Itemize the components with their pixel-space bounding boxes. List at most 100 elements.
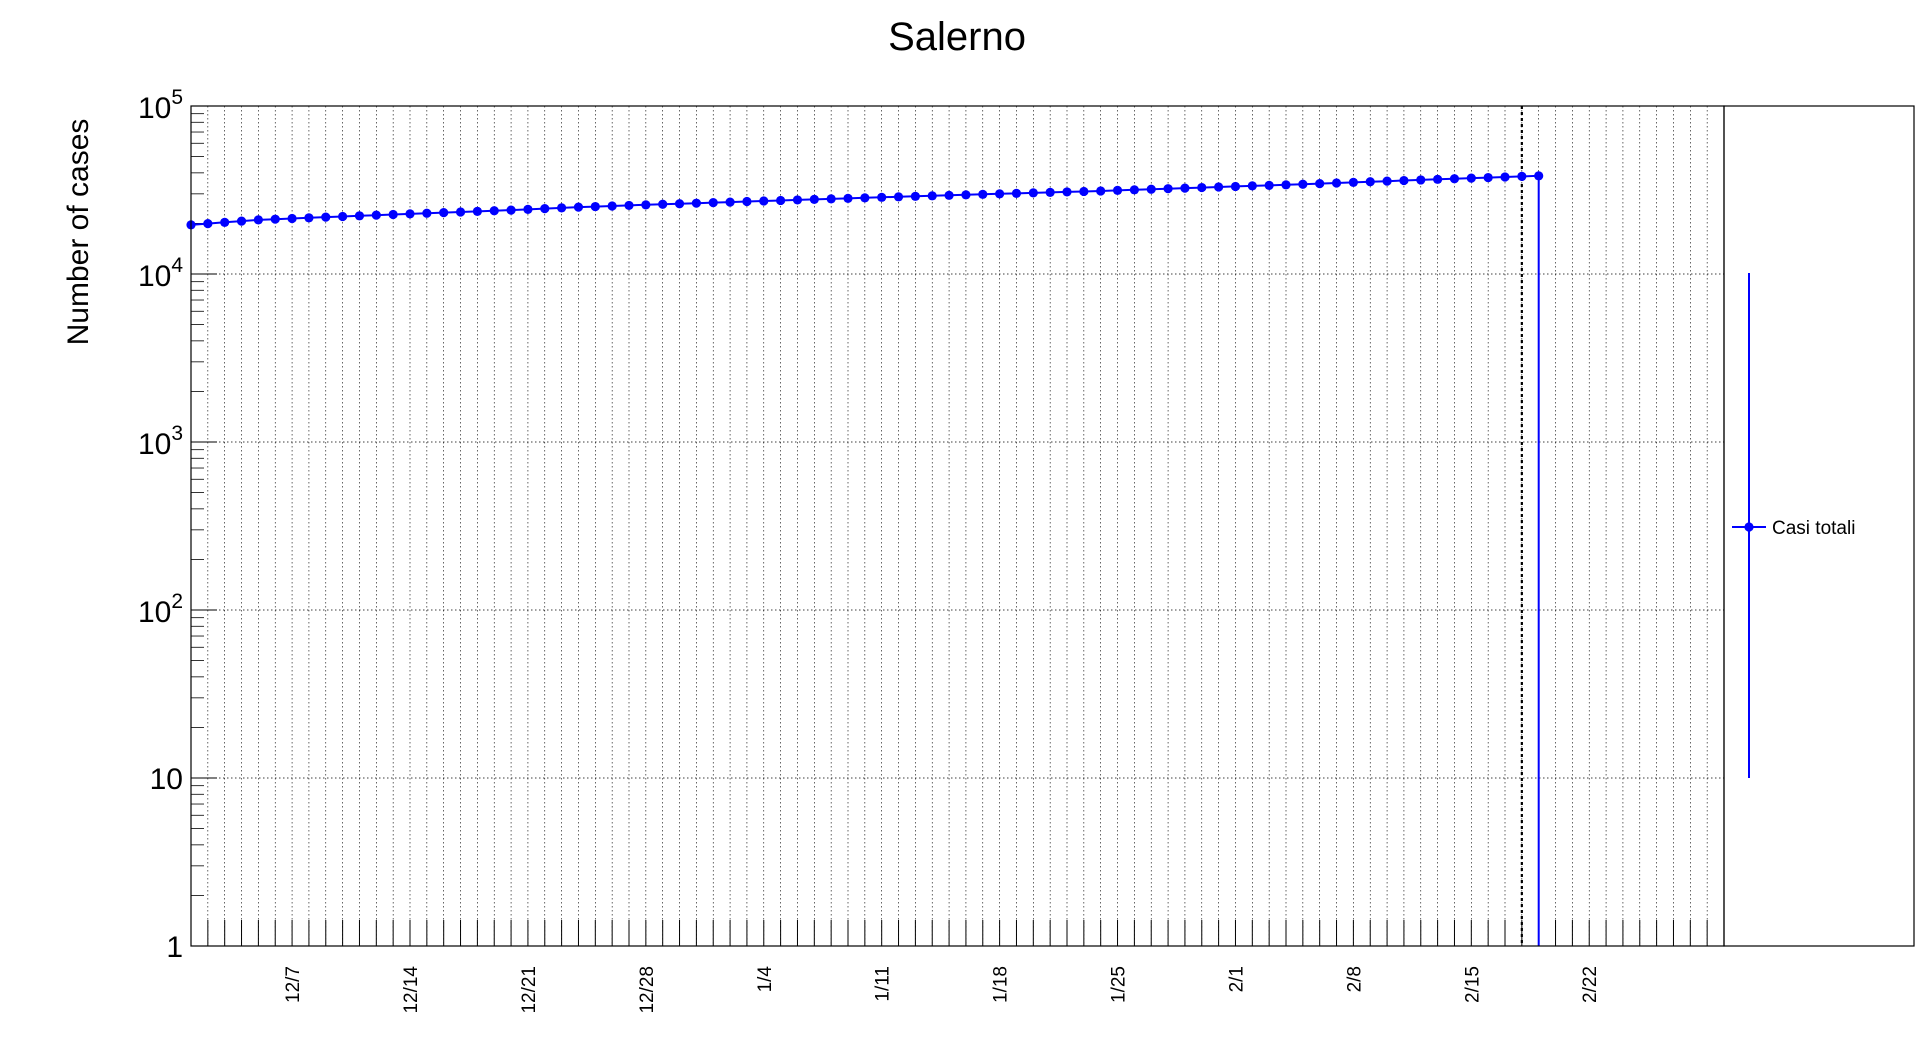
y-tick-label: 105 (138, 86, 183, 125)
data-point (338, 211, 348, 222)
data-point (1028, 188, 1038, 198)
x-tick-label: 2/22 (1580, 966, 1601, 1003)
x-tick-label: 2/8 (1344, 966, 1365, 992)
data-point (1247, 181, 1257, 191)
data-point (944, 190, 954, 200)
y-tick-label: 103 (138, 422, 183, 461)
data-point (978, 189, 988, 199)
data-point (506, 205, 516, 215)
y-tick-label: 1 (166, 931, 183, 964)
data-point (826, 194, 836, 204)
data-point (321, 212, 331, 222)
y-tick-label: 10 (150, 763, 183, 796)
data-point (1534, 171, 1544, 181)
data-point (557, 203, 567, 213)
y-tick-label: 102 (138, 590, 183, 629)
data-point (1399, 175, 1409, 186)
legend-marker (1744, 522, 1754, 532)
data-point (776, 195, 786, 206)
data-point (523, 204, 533, 214)
data-point (860, 193, 870, 203)
x-tick-label: 2/1 (1226, 966, 1247, 992)
data-point (422, 208, 432, 218)
data-point (388, 209, 398, 220)
data-point (1112, 185, 1123, 195)
data-point (203, 219, 213, 229)
data-point (658, 199, 668, 209)
data-point (927, 191, 937, 201)
data-point (1230, 181, 1241, 192)
y-axis-label: Number of cases (62, 119, 95, 346)
series-casi-totali (186, 171, 1544, 946)
legend: Casi totali (1723, 105, 1915, 947)
data-point (708, 198, 718, 208)
data-point (1281, 180, 1291, 190)
data-point (1062, 187, 1072, 197)
x-tick-label: 12/21 (519, 966, 540, 1014)
data-point (893, 192, 904, 202)
x-tick-label: 2/15 (1462, 966, 1483, 1003)
data-point (1163, 184, 1173, 194)
data-point (1416, 175, 1426, 185)
x-tick-label: 12/7 (283, 966, 304, 1003)
data-point (455, 207, 466, 217)
legend-label: Casi totali (1772, 518, 1855, 539)
x-tick-label: 1/25 (1109, 966, 1130, 1003)
data-point (1517, 171, 1527, 182)
data-point (371, 210, 381, 220)
data-point (1365, 177, 1375, 187)
data-point (877, 192, 887, 202)
data-point (809, 194, 819, 205)
data-point (354, 211, 365, 221)
data-point (270, 214, 280, 224)
data-point (995, 189, 1005, 199)
data-point (961, 190, 971, 200)
y-tick-label: 104 (138, 254, 183, 293)
data-point (1315, 179, 1325, 189)
data-point (759, 196, 769, 206)
data-point (674, 199, 685, 209)
data-point (540, 204, 550, 214)
data-point (253, 215, 263, 225)
data-point (641, 200, 651, 210)
legend-box (1723, 105, 1915, 947)
data-point (1197, 182, 1207, 193)
data-point (1483, 172, 1493, 183)
data-point (220, 217, 230, 227)
data-point (287, 213, 297, 224)
data-point (590, 201, 600, 212)
data-point (1433, 174, 1443, 184)
data-point (725, 197, 735, 207)
data-point (742, 196, 752, 207)
x-tick-label: 12/14 (401, 966, 422, 1014)
data-point (1214, 182, 1224, 192)
x-tick-label: 1/11 (873, 966, 894, 1002)
data-point (1146, 184, 1156, 194)
data-point (1348, 177, 1358, 187)
data-point (607, 201, 617, 211)
data-point (1449, 174, 1460, 184)
x-tick-label: 1/4 (755, 966, 776, 993)
grid-lines (191, 106, 1724, 946)
data-point (691, 198, 701, 208)
data-point (1096, 186, 1106, 196)
data-point (1011, 188, 1022, 198)
data-point (1180, 183, 1190, 193)
data-point (489, 206, 499, 216)
data-point (624, 200, 634, 211)
data-point (1045, 187, 1055, 197)
data-point (1331, 178, 1342, 188)
data-point (573, 202, 584, 212)
data-point (304, 213, 314, 223)
data-point (1264, 180, 1274, 190)
data-point (405, 209, 415, 219)
data-point (472, 206, 482, 216)
data-point (236, 216, 247, 226)
data-point (1466, 173, 1476, 183)
data-point (910, 191, 920, 201)
data-point (792, 195, 803, 205)
x-tick-label: 12/28 (637, 966, 658, 1014)
data-point (1129, 185, 1139, 195)
